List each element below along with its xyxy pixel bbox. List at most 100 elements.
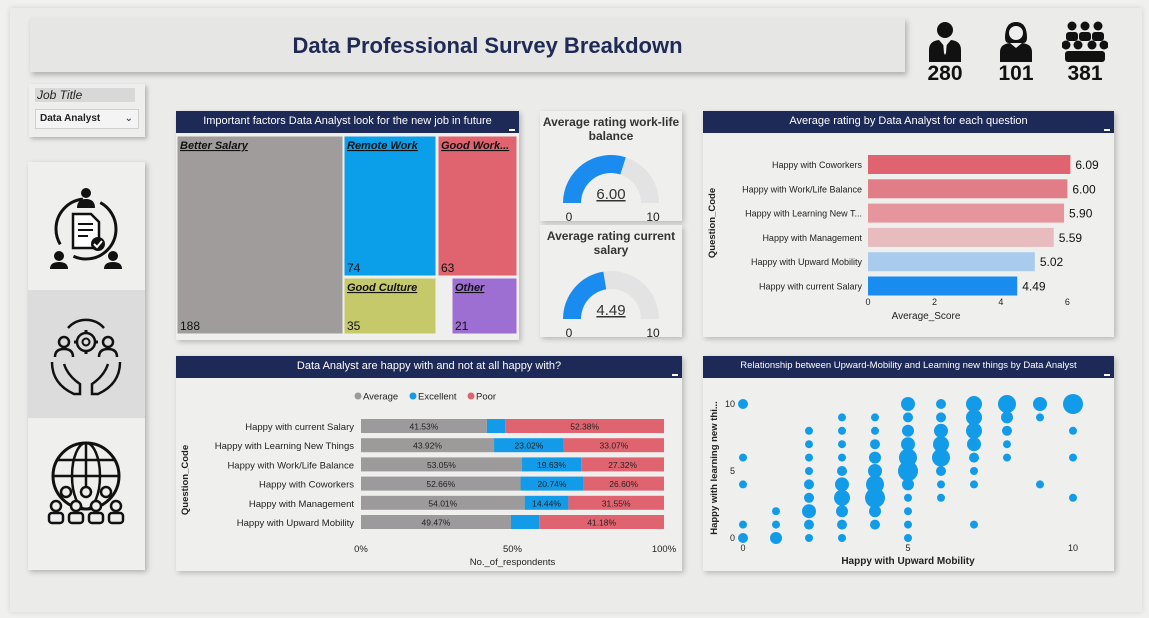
gauge-value: 4.49 — [596, 302, 625, 319]
job-title-slicer: Job Title Data Analyst ⌄ — [29, 84, 145, 137]
x-tick-label: 0 — [865, 297, 870, 307]
segment-label: 53.05% — [427, 460, 456, 470]
scatter-point — [1036, 413, 1044, 422]
treemap-tile — [176, 135, 344, 335]
bar — [868, 227, 1054, 247]
x-tick-label: 0% — [354, 544, 368, 555]
dropdown-value: Data Analyst — [40, 113, 101, 124]
x-axis-label: Average_Score — [892, 311, 961, 322]
x-tick-label: 5 — [905, 543, 910, 553]
legend-marker — [467, 392, 475, 400]
y-axis-label: Happy with learning new thi... — [709, 401, 720, 535]
global-network-icon — [47, 441, 125, 525]
scatter-point — [1001, 411, 1013, 424]
scatter-point — [904, 534, 912, 542]
scatter-point — [772, 507, 780, 516]
scatter-point — [772, 520, 780, 529]
stacked-segment — [361, 476, 521, 491]
happiness-chart: Average Excellent Poor 41.53% 52.38% Happy wi… — [180, 392, 677, 569]
gauge-salary: 4.49 0 10 — [563, 271, 660, 337]
gauge-fill — [563, 271, 607, 319]
kpi-male: 280 — [921, 20, 969, 86]
scatter-point — [868, 464, 882, 478]
minimize-icon[interactable] — [672, 372, 678, 376]
nav-survey-report[interactable] — [28, 162, 145, 290]
scatter-point — [838, 534, 846, 542]
treemap-header: Important factors Data Analyst look for … — [176, 111, 519, 133]
treemap-tile — [437, 135, 518, 277]
scatter-point — [838, 440, 846, 449]
scatter-point — [837, 466, 847, 476]
x-tick-label: 50% — [503, 544, 523, 555]
scatter-point — [838, 453, 846, 462]
side-navigation — [28, 162, 145, 570]
treemap-value: 21 — [455, 319, 469, 333]
happiness-card: Data Analyst are happy with and not at a… — [176, 356, 682, 571]
page-title: Data Professional Survey Breakdown — [292, 33, 683, 58]
category-label: Happy with Learning New Things — [215, 441, 354, 452]
stacked-segment — [539, 515, 664, 529]
minimize-icon[interactable] — [1104, 127, 1110, 131]
kpi-total: 381 — [1061, 20, 1109, 86]
x-axis-label: No._of_respondents — [470, 557, 556, 568]
category-label: Happy with Learning New T... — [745, 209, 862, 219]
segment-label: 23.02% — [515, 441, 544, 451]
scatter-point — [871, 426, 879, 435]
segment-label: 49.47% — [422, 518, 451, 528]
scatter-point — [1002, 425, 1012, 436]
minimize-icon[interactable] — [509, 127, 515, 131]
treemap-tile — [343, 135, 437, 277]
gauge-value: 6.00 — [596, 186, 625, 203]
gauge-min: 0 — [566, 326, 573, 337]
scatter-point — [970, 480, 978, 489]
scatter-point — [838, 413, 846, 422]
treemap-tile — [343, 277, 437, 335]
stacked-segment — [568, 495, 664, 510]
stacked-segment — [521, 457, 582, 472]
data-label: 5.59 — [1059, 231, 1083, 245]
data-label: 4.49 — [1022, 280, 1046, 294]
stacked-segment — [510, 515, 540, 529]
scatter-point — [937, 480, 945, 489]
gauge-worklife: 6.00 0 10 — [563, 155, 660, 221]
scatter-point — [936, 466, 946, 476]
legend-label: Excellent — [418, 392, 457, 403]
happiness-header: Data Analyst are happy with and not at a… — [176, 356, 682, 378]
avg-rating-header: Average rating by Data Analyst for each … — [703, 111, 1114, 133]
nav-global-people[interactable] — [28, 418, 145, 546]
group-users-icon — [1062, 21, 1108, 62]
y-axis-label: Question_Code — [707, 188, 718, 258]
segment-label: 41.53% — [409, 422, 438, 432]
minimize-icon[interactable] — [1104, 372, 1110, 376]
scatter-point — [802, 504, 816, 519]
title-bar: Data Professional Survey Breakdown — [30, 18, 905, 72]
treemap-label: Better Salary — [180, 140, 249, 152]
gauge-fill — [563, 155, 626, 203]
scatter-point — [738, 399, 748, 409]
scatter-chart: 0 5 10 0 5 10 Happy with Upward Mobility Happy … — [709, 394, 1083, 567]
scatter-point — [970, 520, 978, 529]
x-tick-label: 2 — [932, 297, 937, 307]
scatter-point — [1069, 426, 1077, 435]
category-label: Happy with Upward Mobility — [751, 257, 863, 267]
job-title-dropdown[interactable]: Data Analyst ⌄ — [35, 109, 139, 129]
scatter-point — [805, 467, 813, 475]
scatter-point — [804, 492, 814, 503]
kpi-female-value: 101 — [998, 62, 1034, 85]
scatter-point — [998, 395, 1016, 413]
happiness-title: Data Analyst are happy with and not at a… — [296, 360, 562, 372]
scatter-point — [871, 413, 879, 422]
stacked-segment — [361, 438, 495, 453]
treemap-label: Other — [455, 282, 485, 294]
scatter-point — [904, 493, 912, 502]
scatter-point — [838, 426, 846, 435]
scatter-point — [739, 453, 747, 462]
segment-label: 20.74% — [538, 479, 567, 489]
x-tick-label: 10 — [1068, 543, 1078, 553]
scatter-point — [805, 440, 813, 449]
x-tick-label: 0 — [740, 543, 745, 553]
segment-label: 41.18% — [587, 518, 616, 528]
data-label: 6.09 — [1075, 158, 1099, 172]
nav-teamwork[interactable] — [28, 290, 145, 418]
scatter-point — [966, 396, 982, 412]
